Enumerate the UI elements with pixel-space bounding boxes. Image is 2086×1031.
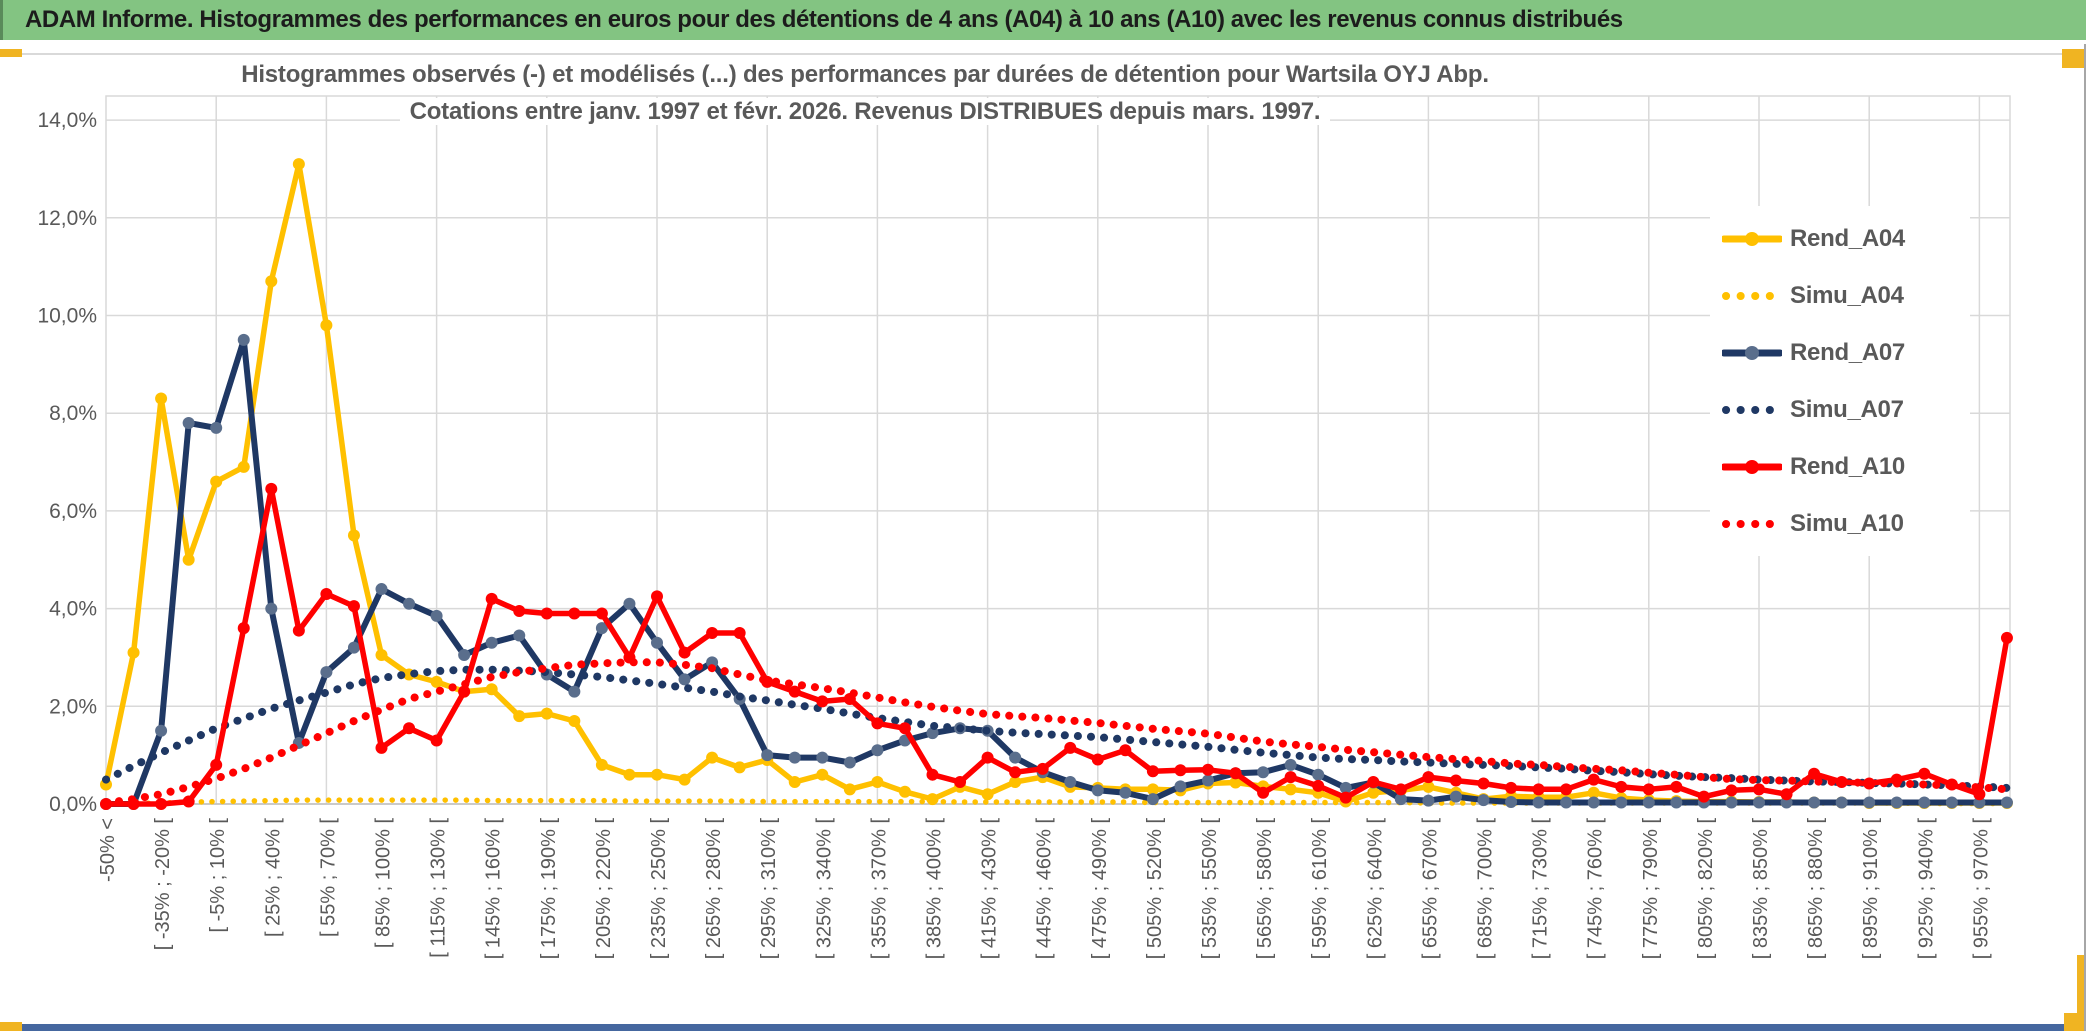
svg-text:-50% <: -50% < <box>97 818 119 882</box>
legend-label: Rend_A10 <box>1790 452 1905 480</box>
svg-text:[ 205% ; 220% [: [ 205% ; 220% [ <box>593 818 615 960</box>
svg-text:[ -5% ; 10% [: [ -5% ; 10% [ <box>207 818 229 933</box>
svg-text:[ 565% ; 580% [: [ 565% ; 580% [ <box>1254 818 1276 960</box>
legend-item-simu-a07[interactable]: Simu_A07 <box>1710 381 1970 438</box>
header-separator <box>0 40 2086 55</box>
svg-text:[ 115% ; 130% [: [ 115% ; 130% [ <box>428 818 450 958</box>
chart-title: Histogrammes observés (-) et modélisés (… <box>175 56 1555 130</box>
app-header: ADAM Informe. Histogrammes des performan… <box>0 0 2086 40</box>
svg-text:[ 625% ; 640% [: [ 625% ; 640% [ <box>1364 818 1386 960</box>
legend-label: Rend_A07 <box>1790 338 1905 366</box>
chart-title-line2: Cotations entre janv. 1997 et févr. 2026… <box>399 98 1331 125</box>
rend-a04-swatch-icon <box>1722 231 1782 246</box>
svg-text:12,0%: 12,0% <box>37 207 97 230</box>
svg-text:[ -35% ; -20% [: [ -35% ; -20% [ <box>152 818 174 951</box>
corner-accent-bottom-left <box>0 1022 22 1031</box>
svg-text:[ 955% ; 970% [: [ 955% ; 970% [ <box>1970 818 1992 960</box>
rend-a10-swatch-icon <box>1722 459 1782 474</box>
legend-item-rend-a07[interactable]: Rend_A07 <box>1710 324 1970 381</box>
svg-text:[ 745% ; 760% [: [ 745% ; 760% [ <box>1585 818 1607 960</box>
legend-item-simu-a10[interactable]: Simu_A10 <box>1710 495 1970 552</box>
chart-legend: Rend_A04 Simu_A04 Rend_A07 Simu_A07 Rend… <box>1710 206 1970 556</box>
corner-accent-top-left <box>0 49 22 57</box>
svg-text:[ 385% ; 400% [: [ 385% ; 400% [ <box>924 818 946 960</box>
simu-a10-swatch-icon <box>1722 519 1782 528</box>
simu-a04-swatch-icon <box>1722 291 1782 300</box>
rend-a07-swatch-icon <box>1722 345 1782 360</box>
svg-text:6,0%: 6,0% <box>49 500 97 523</box>
legend-item-rend-a04[interactable]: Rend_A04 <box>1710 210 1970 267</box>
chart-title-line1: Histogrammes observés (-) et modélisés (… <box>241 61 1489 88</box>
svg-text:[ 325% ; 340% [: [ 325% ; 340% [ <box>813 818 835 960</box>
svg-text:[ 595% ; 610% [: [ 595% ; 610% [ <box>1309 818 1331 960</box>
edge-accent-right <box>2077 955 2084 1024</box>
svg-text:[ 805% ; 820% [: [ 805% ; 820% [ <box>1695 818 1717 960</box>
svg-text:[ 925% ; 940% [: [ 925% ; 940% [ <box>1915 818 1937 960</box>
svg-text:[ 295% ; 310% [: [ 295% ; 310% [ <box>758 818 780 960</box>
window-bottom-bar <box>22 1024 2064 1031</box>
svg-text:[ 475% ; 490% [: [ 475% ; 490% [ <box>1089 818 1111 960</box>
svg-text:[ 535% ; 550% [: [ 535% ; 550% [ <box>1199 818 1221 960</box>
svg-text:10,0%: 10,0% <box>37 305 97 328</box>
legend-label: Rend_A04 <box>1790 224 1905 252</box>
svg-text:[ 715% ; 730% [: [ 715% ; 730% [ <box>1530 818 1552 960</box>
svg-text:14,0%: 14,0% <box>37 109 97 132</box>
svg-text:4,0%: 4,0% <box>49 598 97 621</box>
legend-item-simu-a04[interactable]: Simu_A04 <box>1710 267 1970 324</box>
legend-item-rend-a10[interactable]: Rend_A10 <box>1710 438 1970 495</box>
svg-text:[ 355% ; 370% [: [ 355% ; 370% [ <box>868 818 890 960</box>
svg-text:[ 85% ; 100% [: [ 85% ; 100% [ <box>373 818 395 949</box>
legend-label: Simu_A04 <box>1790 281 1904 309</box>
corner-accent-bottom-right <box>2064 1013 2086 1031</box>
svg-text:[ 685% ; 700% [: [ 685% ; 700% [ <box>1475 818 1497 960</box>
svg-text:[ 865% ; 880% [: [ 865% ; 880% [ <box>1805 818 1827 960</box>
window-right-border <box>2084 44 2086 1031</box>
simu-a07-swatch-icon <box>1722 405 1782 414</box>
legend-label: Simu_A10 <box>1790 509 1904 537</box>
svg-text:[ 895% ; 910% [: [ 895% ; 910% [ <box>1860 818 1882 960</box>
svg-text:[ 775% ; 790% [: [ 775% ; 790% [ <box>1640 818 1662 960</box>
svg-text:[ 145% ; 160% [: [ 145% ; 160% [ <box>483 818 505 960</box>
svg-text:[ 25% ; 40% [: [ 25% ; 40% [ <box>262 818 284 937</box>
app-header-title: ADAM Informe. Histogrammes des performan… <box>25 6 1623 33</box>
svg-text:8,0%: 8,0% <box>49 402 97 425</box>
svg-text:[ 445% ; 460% [: [ 445% ; 460% [ <box>1034 818 1056 960</box>
svg-text:2,0%: 2,0% <box>49 695 97 718</box>
svg-text:[ 235% ; 250% [: [ 235% ; 250% [ <box>648 818 670 960</box>
svg-text:[ 655% ; 670% [: [ 655% ; 670% [ <box>1419 818 1441 960</box>
svg-text:[ 175% ; 190% [: [ 175% ; 190% [ <box>538 818 560 960</box>
legend-label: Simu_A07 <box>1790 395 1904 423</box>
svg-text:[ 265% ; 280% [: [ 265% ; 280% [ <box>703 818 725 960</box>
svg-text:[ 415% ; 430% [: [ 415% ; 430% [ <box>979 818 1001 960</box>
svg-text:[ 55% ; 70% [: [ 55% ; 70% [ <box>317 818 339 937</box>
corner-accent-top-right <box>2062 49 2084 68</box>
svg-text:[ 835% ; 850% [: [ 835% ; 850% [ <box>1750 818 1772 960</box>
svg-text:0,0%: 0,0% <box>49 793 97 816</box>
svg-text:[ 505% ; 520% [: [ 505% ; 520% [ <box>1144 818 1166 960</box>
